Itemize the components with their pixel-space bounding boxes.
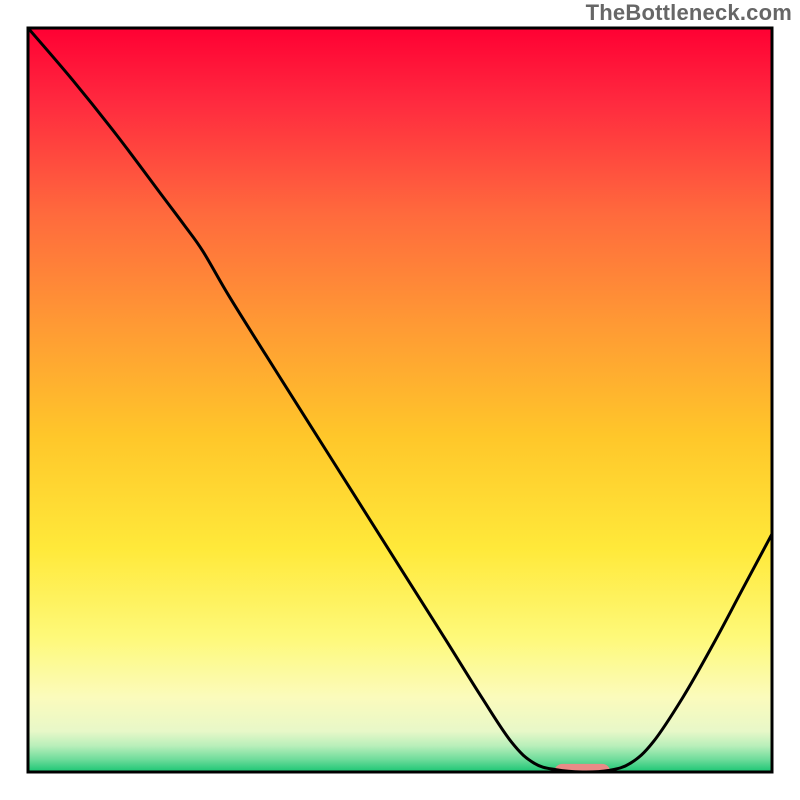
chart-background — [28, 28, 772, 772]
bottleneck-chart — [0, 0, 800, 800]
watermark-text: TheBottleneck.com — [586, 0, 792, 26]
chart-container: TheBottleneck.com — [0, 0, 800, 800]
